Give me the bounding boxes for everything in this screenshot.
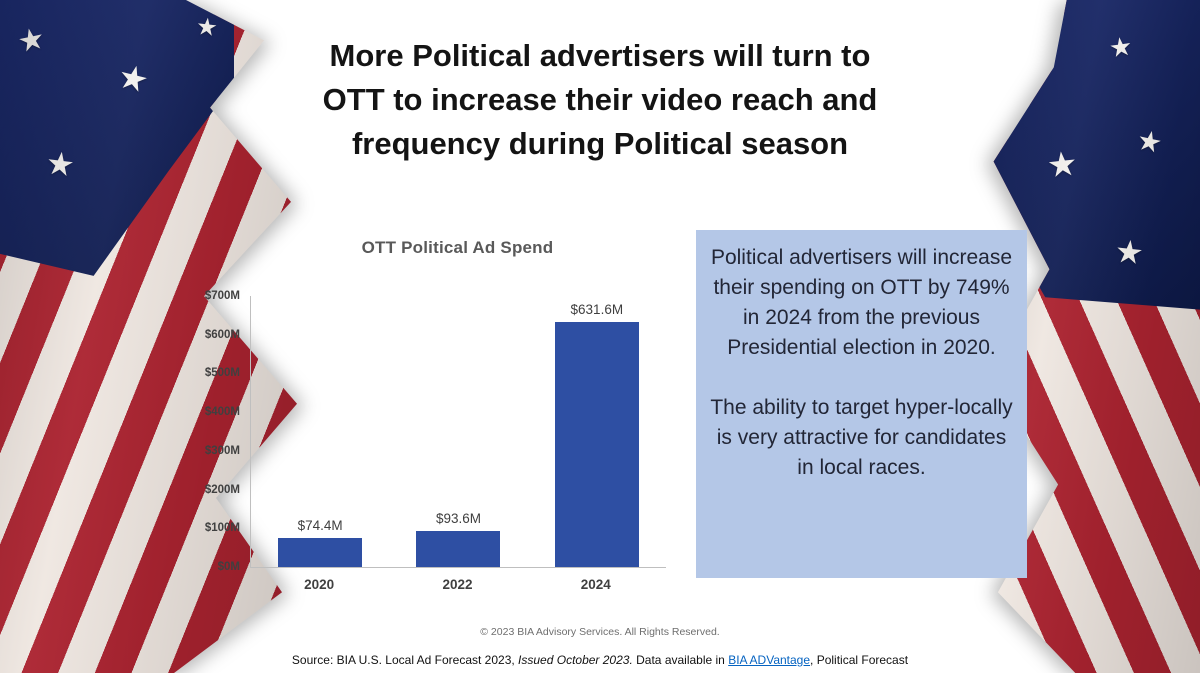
source-issued: Issued October 2023. bbox=[518, 653, 633, 667]
star-icon: ★ bbox=[113, 56, 153, 102]
x-axis-label: 2022 bbox=[442, 577, 473, 592]
bar-group: $74.4M bbox=[251, 518, 389, 567]
ott-ad-spend-chart: OTT Political Ad Spend $700M $600M $500M $4… bbox=[190, 238, 690, 592]
bar-2022 bbox=[416, 530, 501, 567]
bar-2024 bbox=[554, 322, 639, 567]
star-icon: ★ bbox=[1107, 30, 1135, 64]
title-line-2: OTT to increase their video reach and bbox=[322, 82, 878, 118]
y-axis-tick-label: $400M bbox=[204, 406, 240, 419]
star-icon: ★ bbox=[194, 12, 219, 43]
x-axis-label: 2024 bbox=[580, 577, 611, 592]
star-icon: ★ bbox=[1045, 144, 1080, 186]
bar-group: $631.6M bbox=[528, 302, 666, 567]
copyright-text: © 2023 BIA Advisory Services. All Rights… bbox=[480, 626, 720, 638]
x-axis-label: 2020 bbox=[304, 577, 335, 592]
plot-area: $74.4M $93.6M $631.6M bbox=[250, 296, 666, 568]
star-icon: ★ bbox=[14, 21, 48, 60]
y-axis-tick-label: $100M bbox=[204, 522, 240, 535]
y-axis-tick-label: $500M bbox=[204, 367, 240, 380]
chart-body: $700M $600M $500M $400M $300M $200M $100M $0M $… bbox=[190, 290, 690, 573]
x-axis: 2020 2022 2024 bbox=[250, 568, 665, 592]
title-line-3: frequency during Political season bbox=[351, 126, 849, 162]
y-axis-tick-label: $300M bbox=[204, 444, 240, 457]
page-title: More Political advertisers will turn to … bbox=[240, 34, 960, 166]
y-axis-tick-label: $0M bbox=[217, 561, 240, 573]
bar-2020 bbox=[278, 538, 363, 567]
callout-paragraph-1: Political advertisers will increase thei… bbox=[710, 246, 1013, 360]
callout-box: Political advertisers will increase thei… bbox=[696, 230, 1027, 578]
bar-value-label: $93.6M bbox=[435, 510, 481, 526]
source-prefix: Source: BIA U.S. Local Ad Forecast 2023, bbox=[291, 653, 519, 667]
star-icon: ★ bbox=[1113, 232, 1146, 272]
bia-advantage-link[interactable]: BIA ADVantage bbox=[728, 653, 811, 667]
y-axis: $700M $600M $500M $400M $300M $200M $100M $0M bbox=[190, 290, 250, 573]
y-axis-tick-label: $600M bbox=[204, 328, 240, 341]
callout-paragraph-2: The ability to target hyper-locally is v… bbox=[710, 396, 1013, 480]
star-icon: ★ bbox=[1134, 123, 1166, 160]
y-axis-tick-label: $200M bbox=[204, 483, 240, 496]
bar-group: $93.6M bbox=[389, 511, 527, 567]
star-icon: ★ bbox=[1012, 47, 1045, 86]
source-mid: Data available in bbox=[632, 653, 729, 667]
bar-value-label: $74.4M bbox=[297, 518, 343, 534]
title-line-1: More Political advertisers will turn to bbox=[329, 38, 871, 73]
source-suffix: , Political Forecast bbox=[810, 653, 909, 667]
bar-value-label: $631.6M bbox=[570, 302, 624, 318]
source-line: Source: BIA U.S. Local Ad Forecast 2023,… bbox=[0, 653, 1200, 667]
y-axis-tick-label: $700M bbox=[204, 290, 240, 302]
star-icon: ★ bbox=[43, 144, 77, 184]
chart-title: OTT Political Ad Spend bbox=[361, 238, 554, 257]
